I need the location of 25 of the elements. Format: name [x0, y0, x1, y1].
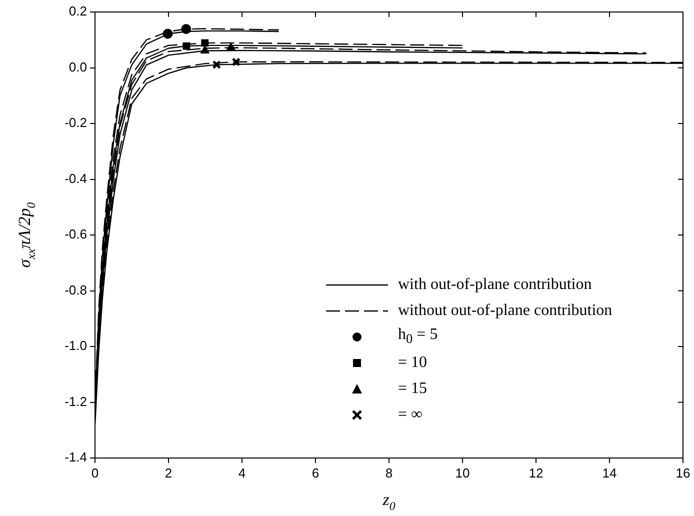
legend-label: = 15 [398, 380, 428, 398]
y-tick-label: -0.8 [64, 282, 87, 298]
legend-label: h$_{0}$ = 5 [398, 326, 439, 348]
y-tick-label: -1.0 [64, 338, 87, 354]
x-tick-label: 4 [238, 465, 246, 480]
legend-label: without out-of-plane contribution [398, 302, 612, 320]
x-tick-label: 14 [602, 465, 617, 480]
x-tick-label: 6 [312, 465, 320, 480]
x-tick-label: 12 [528, 465, 544, 480]
y-tick-label: 0.2 [68, 4, 87, 19]
legend-label: = ∞ [398, 406, 424, 424]
x-tick-label: 0 [91, 465, 99, 480]
x-tick-label: 10 [455, 465, 470, 480]
y-tick-label: -1.2 [64, 394, 87, 409]
y-tick-label: -1.4 [64, 450, 87, 465]
y-tick-label: -0.6 [64, 226, 87, 242]
y-tick-label: -0.4 [64, 170, 87, 186]
y-tick-label: 0.0 [68, 59, 87, 74]
y-tick-label: -0.2 [64, 115, 87, 130]
legend-label: with out-of-plane contribution [398, 276, 593, 294]
x-tick-label: 2 [164, 465, 172, 480]
y-axis-title: σxxπΛ/2p0 [15, 202, 38, 268]
x-tick-label: 16 [676, 465, 690, 480]
x-tick-label: 8 [385, 465, 393, 480]
legend-label: = 10 [398, 354, 428, 372]
